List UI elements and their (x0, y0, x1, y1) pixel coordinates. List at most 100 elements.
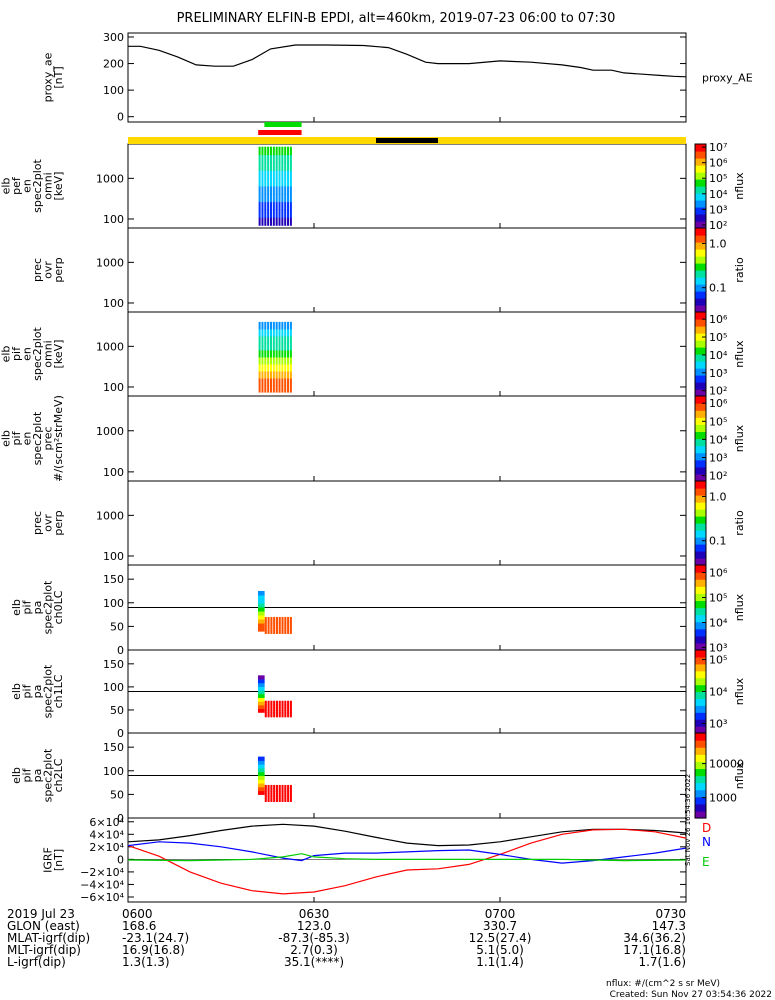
spectrogram-pixel (267, 799, 270, 802)
colorbar-swatch (695, 194, 706, 198)
colorbar-swatch (695, 798, 706, 801)
spectrogram-pixel (289, 708, 292, 711)
colorbar-swatch (695, 236, 706, 240)
spectrogram-pixel (270, 620, 273, 623)
spectrogram-pixel (281, 791, 284, 794)
colorbar-swatch (695, 433, 706, 436)
spectrogram-pixel (257, 599, 260, 604)
spectrogram-pixel (258, 162, 261, 171)
spectrogram-pixel (264, 789, 267, 793)
spectrogram-pixel (275, 154, 278, 163)
colorbar-swatch (695, 703, 706, 706)
colorbar-swatch (695, 816, 706, 819)
y-label-line: elb (10, 767, 23, 784)
spectrogram-pixel (264, 705, 267, 708)
y-label-line: spec2plot (31, 327, 44, 381)
colorbar-swatch (695, 589, 706, 593)
spectrogram-pixel (278, 371, 281, 379)
colorbar-swatch (695, 389, 706, 392)
panel-frame (127, 311, 687, 397)
spectrogram-pixel (289, 788, 292, 791)
spectrogram-pixel (275, 146, 278, 156)
spectrogram-pixel (264, 620, 267, 623)
colorbar-swatch (695, 177, 706, 180)
spectrogram-pixel (275, 710, 278, 713)
spectrogram-pixel (281, 628, 284, 631)
colorbar-swatch (695, 392, 706, 395)
spectrogram-pixel (289, 791, 292, 794)
colorbar-swatch (695, 720, 706, 724)
colorbar-swatch (695, 612, 706, 616)
spectrogram-pixel (284, 170, 287, 179)
spectrogram-pixel (275, 342, 278, 351)
colorbar-swatch (695, 217, 706, 220)
colorbar-swatch (695, 172, 706, 175)
spectrogram-pixel (259, 693, 262, 698)
colorbar-swatch (695, 154, 706, 157)
spectrogram-pixel (264, 193, 267, 203)
colorbar-swatch (695, 475, 706, 479)
spectrogram-pixel (278, 186, 281, 195)
colorbar-swatch (695, 224, 706, 227)
colorbar-swatch (695, 233, 706, 236)
spectrogram-pixel (261, 217, 264, 226)
colorbar-swatch (695, 268, 706, 271)
spectrogram-pixel (258, 321, 261, 330)
spectrogram-pixel (278, 178, 281, 187)
colorbar-swatch (695, 413, 706, 417)
colorbar-swatch (695, 466, 706, 470)
y-tick-label: 100 (103, 681, 124, 694)
colorbar-tick-label: 10⁴ (709, 349, 728, 362)
colorbar-swatch (695, 717, 706, 720)
spectrogram-pixel (287, 625, 290, 628)
colorbar-swatch (695, 740, 706, 743)
spectrogram-pixel (261, 767, 264, 773)
spectrogram-pixel (284, 209, 287, 218)
colorbar-swatch (695, 554, 706, 557)
spectrogram-pixel (278, 363, 281, 372)
colorbar-swatch (695, 507, 706, 510)
spectrogram-pixel (284, 628, 287, 631)
colorbar-swatch (695, 637, 706, 640)
colorbar-swatch (695, 461, 706, 464)
spectrogram-pixel (257, 611, 260, 616)
spectrogram-pixel (289, 146, 292, 156)
spectrogram-pixel (264, 616, 267, 620)
spectrogram-pixel (261, 679, 264, 684)
spectrogram-pixel (262, 693, 265, 698)
spectrogram-pixel (269, 335, 272, 344)
colorbar-swatch (695, 591, 706, 594)
spectrogram-pixel (267, 623, 270, 626)
colorbar-swatch (695, 301, 706, 304)
colorbar-swatch (695, 345, 706, 348)
spectrogram-pixel (269, 363, 272, 372)
spectrogram-pixel (289, 798, 292, 801)
spectrogram-pixel (261, 321, 264, 330)
y-tick-label: 2×10⁴ (89, 841, 124, 854)
colorbar-swatch (695, 552, 706, 556)
colorbar-swatch (695, 616, 706, 619)
colorbar-swatch (695, 284, 706, 287)
spectrogram-pixel (275, 321, 278, 330)
spectrogram-pixel (287, 328, 290, 337)
colorbar-tick-label: 10⁴ (709, 617, 728, 630)
spectrogram-pixel (259, 603, 262, 608)
spectrogram-pixel (281, 793, 284, 796)
spectrogram-pixel (257, 675, 260, 680)
spectrogram-pixel (261, 154, 264, 163)
colorbar-swatch (695, 773, 706, 777)
series-line-e (127, 853, 687, 862)
spectrogram-pixel (264, 799, 267, 802)
spectrogram-pixel (264, 371, 267, 379)
colorbar-swatch (695, 764, 706, 768)
spectrogram-pixel (284, 321, 287, 330)
series-line-n (127, 841, 687, 864)
spectrogram-pixel (257, 704, 260, 710)
spectrogram-pixel (289, 335, 292, 344)
colorbar-swatch (695, 517, 706, 521)
y-label-line: [nT] (52, 849, 65, 871)
spectrogram-pixel (261, 363, 264, 372)
